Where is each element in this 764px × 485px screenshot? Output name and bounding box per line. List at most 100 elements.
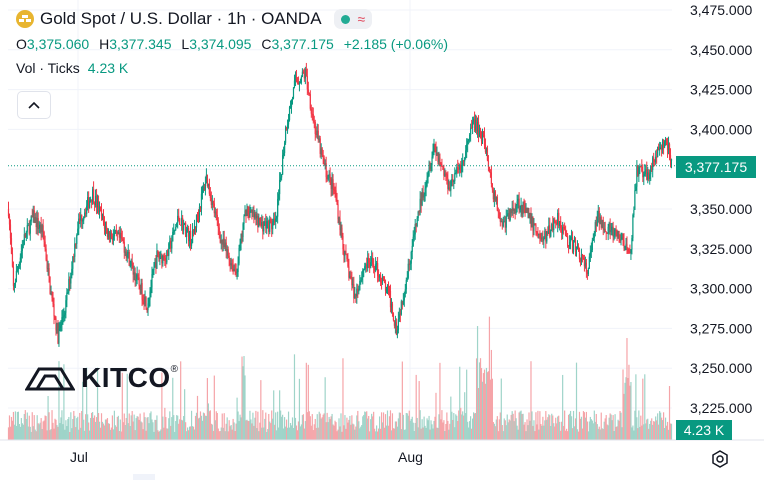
volume-bar bbox=[158, 431, 160, 440]
y-tick-label: 3,450.000 bbox=[690, 42, 752, 58]
candle-body bbox=[531, 216, 533, 228]
volume-bar bbox=[477, 388, 480, 440]
candle-body bbox=[78, 218, 80, 229]
candle-body bbox=[273, 218, 275, 224]
volume-bar bbox=[577, 431, 580, 440]
candle-body bbox=[647, 172, 649, 180]
volume-bar bbox=[375, 431, 377, 440]
candle-body bbox=[325, 163, 327, 178]
volume-bar bbox=[606, 424, 608, 440]
volume-bar bbox=[463, 415, 465, 440]
candle-body bbox=[94, 195, 97, 206]
volume-bar bbox=[71, 428, 73, 440]
volume-bar bbox=[168, 418, 170, 440]
candle-body bbox=[390, 304, 393, 308]
symbol-title[interactable]: Gold Spot / U.S. Dollar · 1h · OANDA bbox=[40, 9, 322, 28]
volume-bar bbox=[174, 431, 176, 440]
volume-bar bbox=[209, 410, 211, 440]
candle-body bbox=[317, 130, 319, 140]
volume-bar bbox=[132, 421, 134, 440]
volume-bar bbox=[163, 427, 165, 440]
candle-body bbox=[309, 94, 311, 109]
candle-body bbox=[660, 147, 662, 149]
volume-bar bbox=[471, 428, 473, 440]
candle-body bbox=[448, 187, 450, 189]
volume-bar bbox=[321, 417, 323, 440]
candle-body bbox=[315, 134, 317, 136]
volume-bar bbox=[516, 425, 518, 440]
candle-body bbox=[365, 264, 367, 267]
candle-body bbox=[477, 121, 480, 137]
volume-bar bbox=[205, 415, 208, 440]
scroll-handle[interactable] bbox=[133, 474, 155, 480]
candle-body bbox=[251, 210, 253, 213]
volume-bar bbox=[335, 422, 337, 440]
candle-body bbox=[508, 213, 510, 221]
volume-bar bbox=[594, 421, 596, 440]
volume-bar bbox=[352, 423, 354, 440]
candle-body bbox=[481, 131, 484, 142]
candle-body bbox=[614, 229, 616, 235]
volume-bar bbox=[246, 419, 248, 440]
candle-body bbox=[35, 217, 37, 228]
volume-bar bbox=[502, 431, 504, 440]
candle-body bbox=[371, 257, 373, 263]
volume-bar bbox=[664, 417, 667, 440]
volume-bar bbox=[469, 421, 471, 440]
volume-bar bbox=[192, 426, 195, 440]
volume-bar bbox=[479, 358, 482, 440]
chart-settings-button[interactable] bbox=[709, 448, 731, 470]
candle-body bbox=[499, 218, 501, 222]
volume-bar bbox=[92, 412, 94, 440]
candle-body bbox=[229, 259, 231, 266]
candle-body bbox=[312, 114, 314, 121]
candle-body bbox=[218, 227, 220, 235]
volume-bar bbox=[357, 410, 359, 440]
market-status[interactable]: ≈ bbox=[333, 9, 373, 29]
volume-bar bbox=[617, 419, 619, 440]
candle-body bbox=[461, 165, 463, 173]
volume-bar bbox=[589, 416, 591, 440]
volume-bar bbox=[356, 415, 358, 440]
candle-body bbox=[143, 301, 145, 305]
volume-bar bbox=[380, 412, 383, 440]
candle-body bbox=[467, 140, 469, 145]
candle-body bbox=[79, 218, 81, 221]
candle-body bbox=[608, 223, 610, 227]
volume-bar bbox=[552, 415, 554, 440]
candle-body bbox=[156, 250, 158, 269]
volume-bar bbox=[402, 414, 404, 440]
volume-bar bbox=[220, 427, 222, 440]
candle-body bbox=[377, 275, 380, 278]
volume-bar bbox=[377, 428, 380, 440]
volume-bar bbox=[400, 429, 402, 440]
candle-body bbox=[639, 165, 641, 168]
volume-bar bbox=[204, 415, 207, 440]
volume-bar bbox=[67, 419, 69, 440]
candle-body bbox=[270, 219, 272, 221]
candle-body bbox=[601, 219, 603, 228]
volume-bar bbox=[648, 428, 650, 440]
candle-body bbox=[632, 214, 634, 239]
candle-body bbox=[571, 237, 574, 252]
volume-bar bbox=[626, 338, 628, 440]
candle-body bbox=[114, 230, 116, 234]
volume-bar bbox=[109, 429, 112, 440]
candle-body bbox=[101, 215, 104, 217]
volume-bar bbox=[65, 420, 67, 440]
volume-bar bbox=[282, 428, 285, 440]
candle-body bbox=[151, 274, 153, 288]
volume-bar bbox=[216, 412, 218, 440]
collapse-legend-button[interactable] bbox=[17, 91, 51, 119]
candle-body bbox=[140, 283, 142, 294]
candle-body bbox=[416, 218, 418, 227]
candle-body bbox=[657, 146, 659, 158]
volume-bar bbox=[223, 413, 225, 440]
volume-bar bbox=[18, 423, 20, 440]
candle-body bbox=[30, 216, 32, 222]
volume-bar bbox=[54, 418, 56, 440]
volume-bar bbox=[217, 428, 219, 440]
candle-body bbox=[182, 217, 184, 231]
